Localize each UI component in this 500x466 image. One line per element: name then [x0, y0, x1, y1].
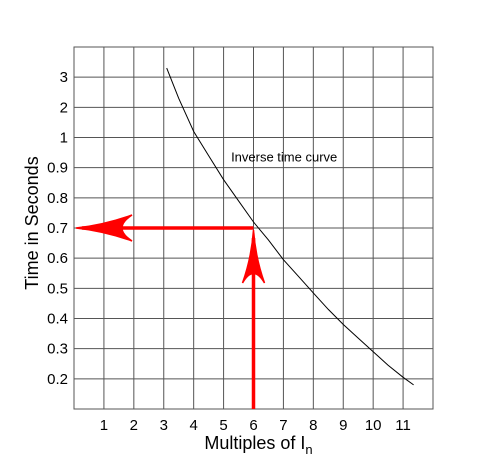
- y-tick-label: 0.2: [47, 371, 68, 388]
- x-axis-title-subscript: n: [305, 442, 312, 457]
- y-tick-label: 3: [60, 69, 68, 86]
- x-tick-label: 4: [189, 417, 197, 434]
- horizontal-arrow-head: [75, 214, 133, 242]
- x-axis-title-main: Multiples of I: [204, 433, 305, 453]
- y-tick-label: 2: [60, 99, 68, 116]
- x-tick-labels: 1 2 3 4 5 6 7 8 9 10 11: [100, 417, 411, 434]
- curve-annotation-label: Inverse time curve: [231, 150, 337, 165]
- inverse-time-curve-line: [166, 67, 414, 386]
- y-tick-label: 0.5: [47, 280, 68, 297]
- y-tick-label: 0.6: [47, 250, 68, 267]
- y-tick-labels: 0.2 0.3 0.4 0.5 0.6 0.7 0.8 0.9 1 2 3: [47, 69, 68, 388]
- y-tick-label: 0.8: [47, 190, 68, 207]
- y-tick-label: 1: [60, 130, 68, 147]
- x-tick-label: 5: [219, 417, 227, 434]
- x-tick-label: 9: [339, 417, 347, 434]
- x-tick-label: 7: [279, 417, 287, 434]
- x-tick-label: 3: [160, 417, 168, 434]
- y-tick-label: 0.7: [47, 220, 68, 237]
- x-tick-label: 2: [130, 417, 138, 434]
- x-tick-label: 10: [365, 417, 382, 434]
- y-tick-label: 0.4: [47, 311, 68, 328]
- reading-arrows: [75, 214, 266, 409]
- y-axis-title: Time in Seconds: [22, 156, 42, 289]
- y-tick-label: 0.3: [47, 341, 68, 358]
- y-tick-label: 0.9: [47, 160, 68, 177]
- x-axis-title: Multiples of In: [204, 433, 312, 457]
- x-tick-label: 1: [100, 417, 108, 434]
- x-tick-label: 11: [395, 417, 411, 434]
- x-tick-label: 6: [249, 417, 257, 434]
- x-tick-label: 8: [309, 417, 317, 434]
- vertical-arrow-head: [241, 229, 266, 284]
